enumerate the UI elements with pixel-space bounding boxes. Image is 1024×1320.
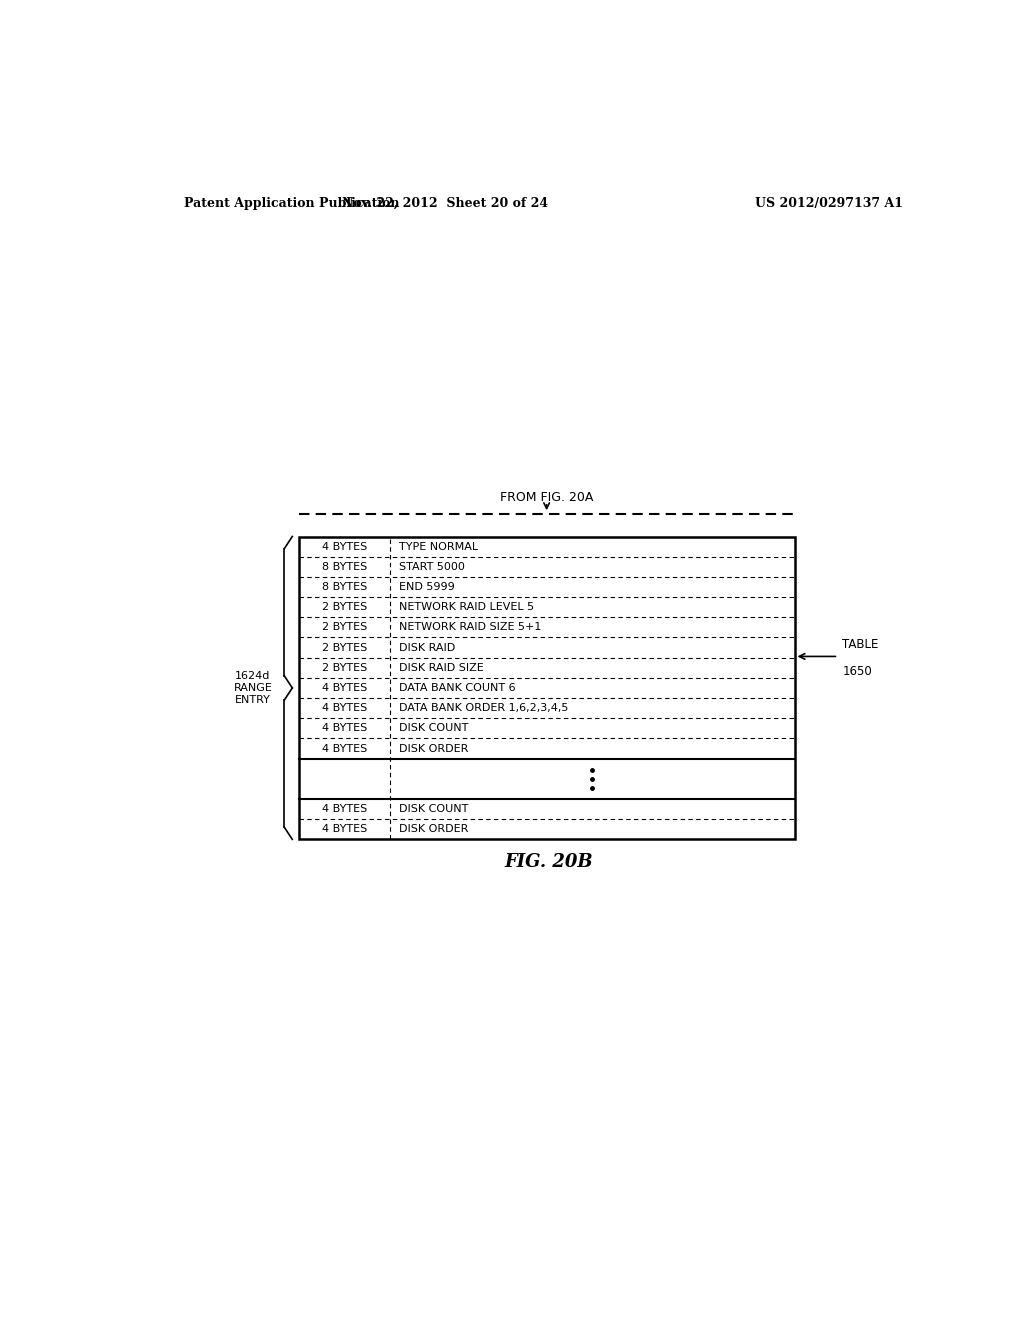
Text: 4 BYTES: 4 BYTES xyxy=(322,704,367,713)
Text: DISK ORDER: DISK ORDER xyxy=(399,824,469,834)
Text: 1650: 1650 xyxy=(842,664,872,677)
Text: Patent Application Publication: Patent Application Publication xyxy=(183,197,399,210)
Text: 4 BYTES: 4 BYTES xyxy=(322,541,367,552)
Text: DISK RAID SIZE: DISK RAID SIZE xyxy=(399,663,484,673)
Text: TABLE: TABLE xyxy=(842,639,879,651)
Text: Nov. 22, 2012  Sheet 20 of 24: Nov. 22, 2012 Sheet 20 of 24 xyxy=(342,197,549,210)
Text: START 5000: START 5000 xyxy=(399,562,465,572)
Text: FIG. 20B: FIG. 20B xyxy=(504,853,593,871)
Text: 8 BYTES: 8 BYTES xyxy=(322,582,367,591)
Bar xyxy=(299,536,795,840)
Text: 4 BYTES: 4 BYTES xyxy=(322,824,367,834)
Text: NETWORK RAID LEVEL 5: NETWORK RAID LEVEL 5 xyxy=(399,602,535,612)
Text: DISK COUNT: DISK COUNT xyxy=(399,804,469,814)
Text: 2 BYTES: 2 BYTES xyxy=(322,602,367,612)
Text: 8 BYTES: 8 BYTES xyxy=(322,562,367,572)
Text: NETWORK RAID SIZE 5+1: NETWORK RAID SIZE 5+1 xyxy=(399,622,542,632)
Text: 4 BYTES: 4 BYTES xyxy=(322,682,367,693)
Text: 1624d
RANGE
ENTRY: 1624d RANGE ENTRY xyxy=(233,672,272,705)
Text: 4 BYTES: 4 BYTES xyxy=(322,723,367,734)
Text: 2 BYTES: 2 BYTES xyxy=(322,663,367,673)
Text: TYPE NORMAL: TYPE NORMAL xyxy=(399,541,478,552)
Text: FROM FIG. 20A: FROM FIG. 20A xyxy=(500,491,593,504)
Text: DATA BANK COUNT 6: DATA BANK COUNT 6 xyxy=(399,682,516,693)
Text: 4 BYTES: 4 BYTES xyxy=(322,743,367,754)
Text: 2 BYTES: 2 BYTES xyxy=(322,643,367,652)
Text: DISK ORDER: DISK ORDER xyxy=(399,743,469,754)
Text: 2 BYTES: 2 BYTES xyxy=(322,622,367,632)
Text: 4 BYTES: 4 BYTES xyxy=(322,804,367,814)
Text: END 5999: END 5999 xyxy=(399,582,455,591)
Text: DISK RAID: DISK RAID xyxy=(399,643,456,652)
Text: US 2012/0297137 A1: US 2012/0297137 A1 xyxy=(755,197,903,210)
Bar xyxy=(299,536,795,840)
Text: DISK COUNT: DISK COUNT xyxy=(399,723,469,734)
Text: DATA BANK ORDER 1,6,2,3,4,5: DATA BANK ORDER 1,6,2,3,4,5 xyxy=(399,704,568,713)
